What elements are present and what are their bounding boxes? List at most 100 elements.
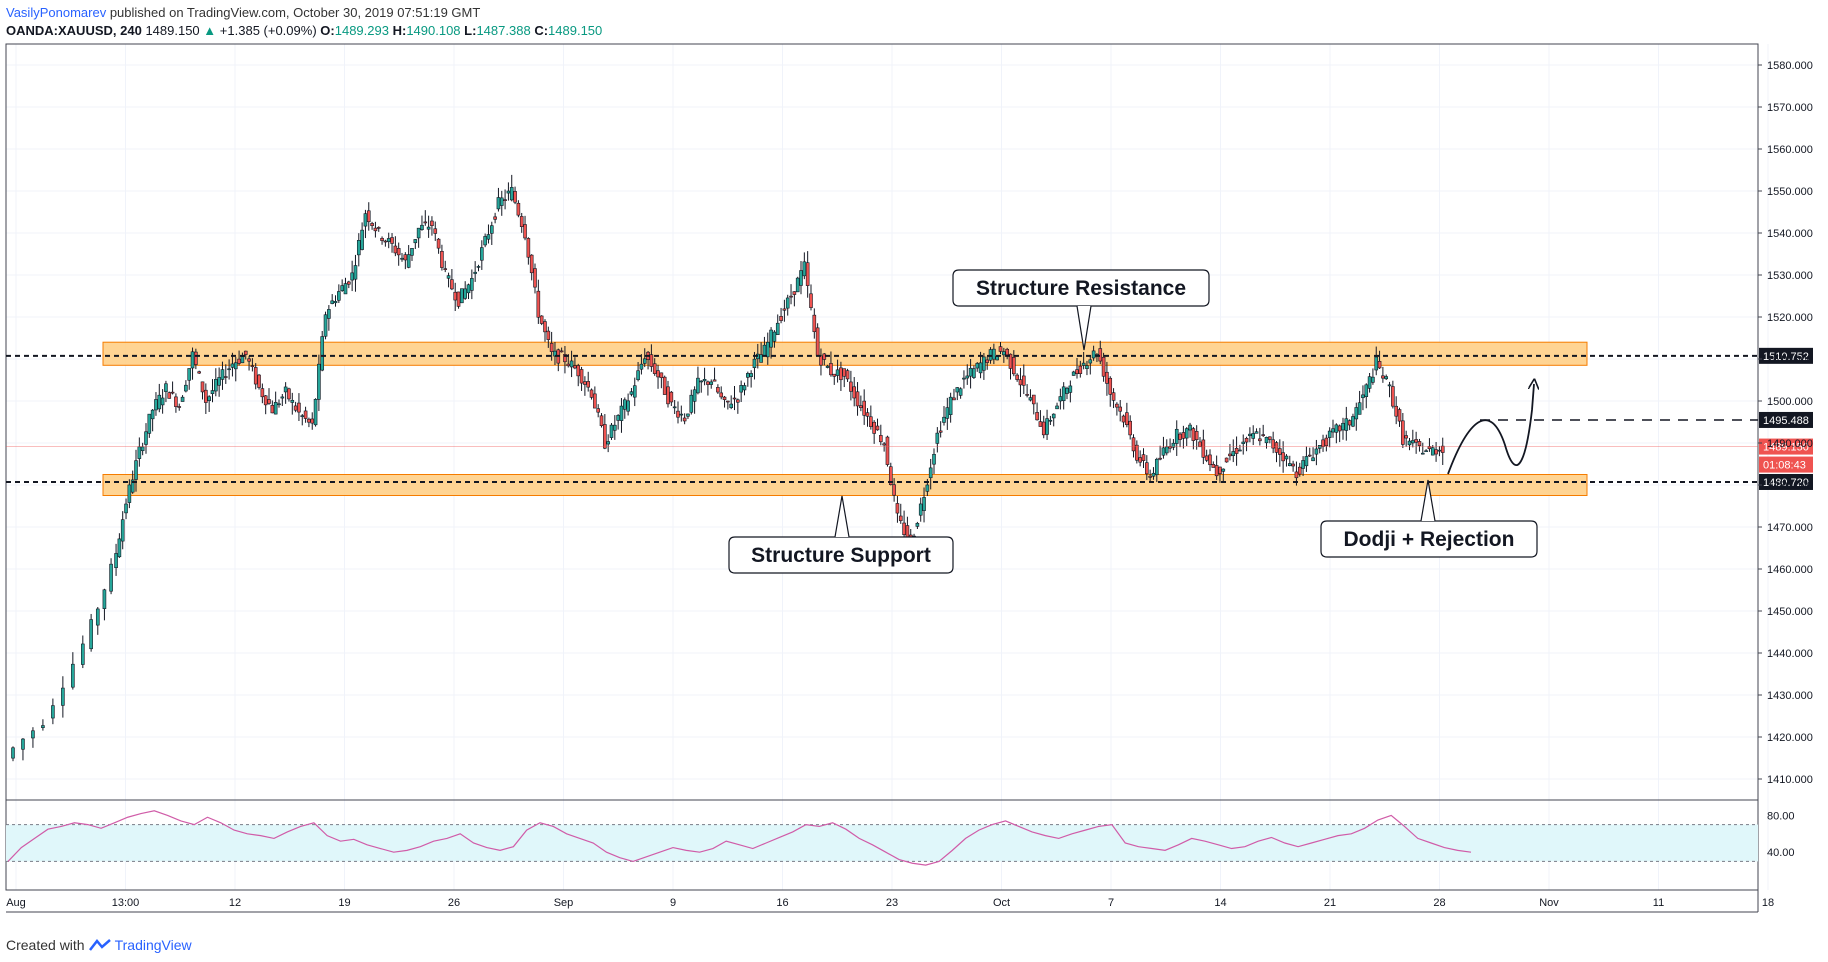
candle-body (692, 389, 697, 402)
candle-body (1171, 442, 1176, 448)
candle-body (533, 268, 537, 288)
candle-body (549, 343, 554, 352)
candle-body (835, 369, 840, 376)
candle-body (1021, 375, 1026, 386)
candle-body (1278, 448, 1282, 455)
candle-body (955, 387, 960, 393)
candle-body (207, 396, 211, 401)
candle-body (829, 363, 833, 376)
candle-body (443, 268, 448, 270)
y-tick-label: 1530.000 (1767, 270, 1813, 282)
candle-body (1304, 456, 1309, 467)
x-tick-label: 23 (886, 897, 898, 909)
candle-body (144, 431, 148, 445)
y-tick-label: 1490.000 (1767, 438, 1813, 450)
x-tick-label: Nov (1539, 897, 1559, 909)
candle-body (516, 202, 521, 216)
rsi-line (7, 810, 1472, 866)
candle-body (865, 412, 870, 417)
tradingview-brand[interactable]: TradingView (114, 937, 192, 953)
candle-body (579, 369, 584, 384)
candle-body (802, 261, 807, 277)
candle-body (363, 213, 368, 227)
y-tick-label: 1470.000 (1767, 522, 1813, 534)
support-price-label: 1480.720 (1763, 477, 1809, 489)
candle-body (423, 221, 428, 224)
low-value: 1487.388 (476, 23, 531, 38)
candle-body (440, 251, 444, 268)
candle-body (679, 413, 684, 416)
candle-body (1354, 407, 1359, 420)
candle-body (1440, 445, 1445, 453)
resistance-zone (102, 341, 1588, 366)
countdown-price-tag (1759, 456, 1813, 473)
candle-body (466, 284, 471, 294)
candle-body (519, 216, 524, 227)
candle-body (263, 395, 268, 406)
candle-body (1048, 419, 1053, 422)
candle-body (765, 341, 770, 358)
candle-body (356, 240, 361, 256)
candle-body (706, 381, 710, 385)
candle-body (1128, 420, 1132, 436)
candle-body (436, 238, 441, 249)
candle-body (170, 391, 175, 394)
candle-body (81, 643, 85, 665)
candle-body (968, 367, 973, 377)
candle-body (1058, 396, 1063, 402)
candle-body (619, 405, 624, 421)
candle-body (1374, 356, 1379, 371)
candle-body (1287, 463, 1292, 466)
candle-body (845, 370, 850, 380)
y-tick-label: 1500.000 (1767, 396, 1813, 408)
candle-body (526, 238, 531, 258)
candle-body (430, 220, 434, 226)
candle-body (613, 424, 617, 431)
candle-body (1311, 457, 1315, 462)
y-tick-label: 1430.000 (1767, 690, 1813, 702)
candle-body (1420, 452, 1425, 455)
candle-body (928, 467, 933, 479)
last-price: 1489.150 (145, 23, 200, 38)
candle-body (450, 279, 454, 290)
candle-body (576, 365, 581, 377)
candle-body (1184, 428, 1189, 439)
candle-body (174, 396, 178, 407)
main-pane-border (5, 43, 1759, 801)
candle-body (403, 254, 408, 261)
candle-body (210, 390, 215, 395)
candle-body (1314, 448, 1319, 455)
candle-body (1061, 386, 1066, 401)
candle-body (406, 254, 411, 268)
candle-body (1307, 454, 1312, 457)
candle-body (722, 396, 727, 400)
candle-body (323, 314, 328, 337)
candle-body (390, 237, 394, 244)
candle-body (327, 309, 331, 319)
candle-body (825, 365, 830, 368)
candle-body (948, 396, 953, 415)
candle-body (942, 416, 946, 423)
author-link[interactable]: VasilyPonomarev (6, 5, 107, 20)
candle-body (1384, 376, 1389, 380)
candle-body (157, 394, 162, 410)
candle-body (709, 381, 714, 385)
x-tick-label: Sep (554, 897, 574, 909)
candle-body (11, 747, 15, 759)
candle-body (1238, 449, 1242, 452)
candle-body (347, 281, 351, 285)
candle-body (603, 424, 607, 449)
candle-body (1075, 369, 1079, 375)
candle-body (716, 387, 720, 393)
support-price-tag (1759, 473, 1813, 490)
candle-body (669, 391, 674, 403)
candle-body (1088, 359, 1093, 364)
x-tick-label: 13:00 (112, 897, 140, 909)
candle-body (702, 378, 707, 382)
candle-body (396, 248, 401, 256)
change-arrow-icon: ▲ (203, 23, 217, 38)
candle-body (815, 327, 820, 356)
candle-body (1121, 415, 1126, 423)
structure-support-callout-pointer (834, 495, 850, 538)
